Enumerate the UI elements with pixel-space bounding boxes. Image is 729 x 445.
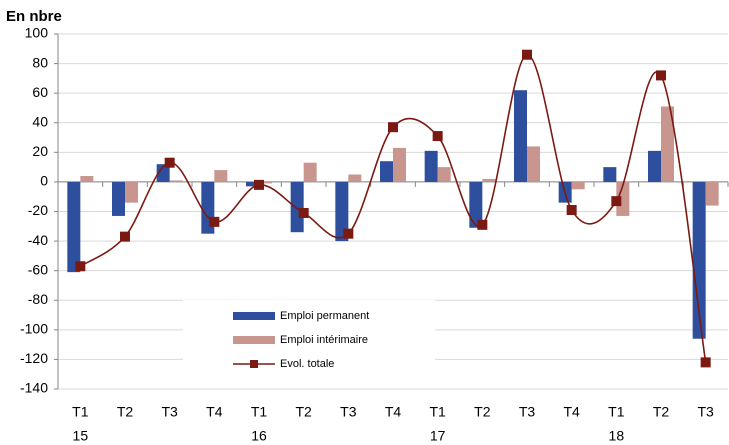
y-tick-label: 80 [32, 54, 48, 70]
x-tick-label: T2 [474, 404, 491, 420]
bar [214, 170, 228, 182]
legend-swatch [233, 336, 275, 344]
line [79, 53, 707, 363]
y-tick-label: 20 [32, 143, 48, 159]
y-tick-label: -60 [28, 261, 48, 277]
x-tick-label: T4 [206, 404, 223, 420]
bar [335, 181, 349, 242]
legend-swatch [233, 312, 275, 320]
x-tick-label: T2 [653, 404, 670, 420]
bar [303, 162, 317, 182]
y-tick-label: -120 [20, 350, 48, 366]
marker [120, 231, 130, 242]
bar [603, 167, 617, 182]
legend-label: Emploi intérimaire [280, 334, 368, 346]
bar [125, 181, 138, 203]
bar [380, 161, 393, 182]
bar [527, 146, 540, 182]
x-group-label: 15 [73, 428, 89, 444]
marker [209, 216, 220, 227]
x-tick-label: T4 [563, 404, 580, 420]
bar [648, 150, 661, 182]
marker [432, 131, 443, 142]
marker [298, 207, 309, 218]
bar [705, 181, 719, 206]
bar [616, 181, 630, 216]
bar [80, 176, 94, 182]
bar [661, 106, 674, 182]
bar [348, 174, 362, 182]
x-tick-label: T1 [251, 404, 268, 420]
bar [112, 181, 125, 216]
x-group-label: 18 [609, 428, 625, 444]
marker [477, 219, 488, 230]
y-tick-label: -20 [28, 202, 48, 218]
bar [169, 180, 183, 182]
marker [164, 157, 175, 168]
x-tick-label: T4 [385, 404, 402, 420]
y-tick-label: -80 [28, 291, 48, 307]
x-group-label: 16 [251, 428, 267, 444]
bar [571, 181, 585, 190]
x-tick-label: T3 [697, 404, 714, 420]
marker [611, 196, 622, 207]
legend: Emploi permanent Emploi intérimaire Evol. … [183, 300, 435, 380]
y-tick-label: 0 [40, 173, 48, 189]
legend-label: Emploi permanent [280, 310, 369, 322]
bar [437, 167, 451, 182]
bar [514, 90, 527, 182]
y-tick-label: 40 [32, 113, 48, 129]
bar [67, 181, 81, 273]
x-tick-label: T3 [519, 404, 536, 420]
marker [388, 122, 398, 133]
marker [522, 49, 532, 60]
bar [156, 164, 170, 182]
marker [566, 205, 577, 216]
x-tick-label: T1 [608, 404, 625, 420]
bar [469, 181, 483, 228]
bar [393, 147, 406, 182]
x-tick-label: T2 [295, 404, 312, 420]
marker [75, 261, 86, 272]
bar [692, 181, 706, 339]
x-tick-label: T3 [340, 404, 357, 420]
x-tick-label: T2 [117, 404, 134, 420]
bar [482, 178, 496, 182]
x-tick-label: T1 [429, 404, 446, 420]
bar [259, 181, 272, 184]
marker [656, 70, 666, 81]
marker [343, 228, 354, 239]
x-tick-label: T3 [161, 404, 178, 420]
y-tick-label: 100 [25, 25, 49, 41]
y-tick-label: -140 [20, 380, 48, 396]
legend-box [183, 300, 435, 380]
marker [700, 357, 711, 368]
legend-label: Evol. totale [280, 358, 334, 370]
x-tick-label: T1 [72, 404, 89, 420]
bar [246, 181, 259, 187]
legend-swatch [250, 360, 258, 368]
x-group-label: 17 [430, 428, 446, 444]
chart-title: En nbre [6, 8, 62, 25]
y-tick-label: -100 [20, 321, 48, 337]
bar [424, 150, 438, 182]
y-tick-label: 60 [32, 84, 48, 100]
marker [254, 179, 264, 190]
bar [290, 181, 304, 233]
y-tick-label: -40 [28, 232, 48, 248]
